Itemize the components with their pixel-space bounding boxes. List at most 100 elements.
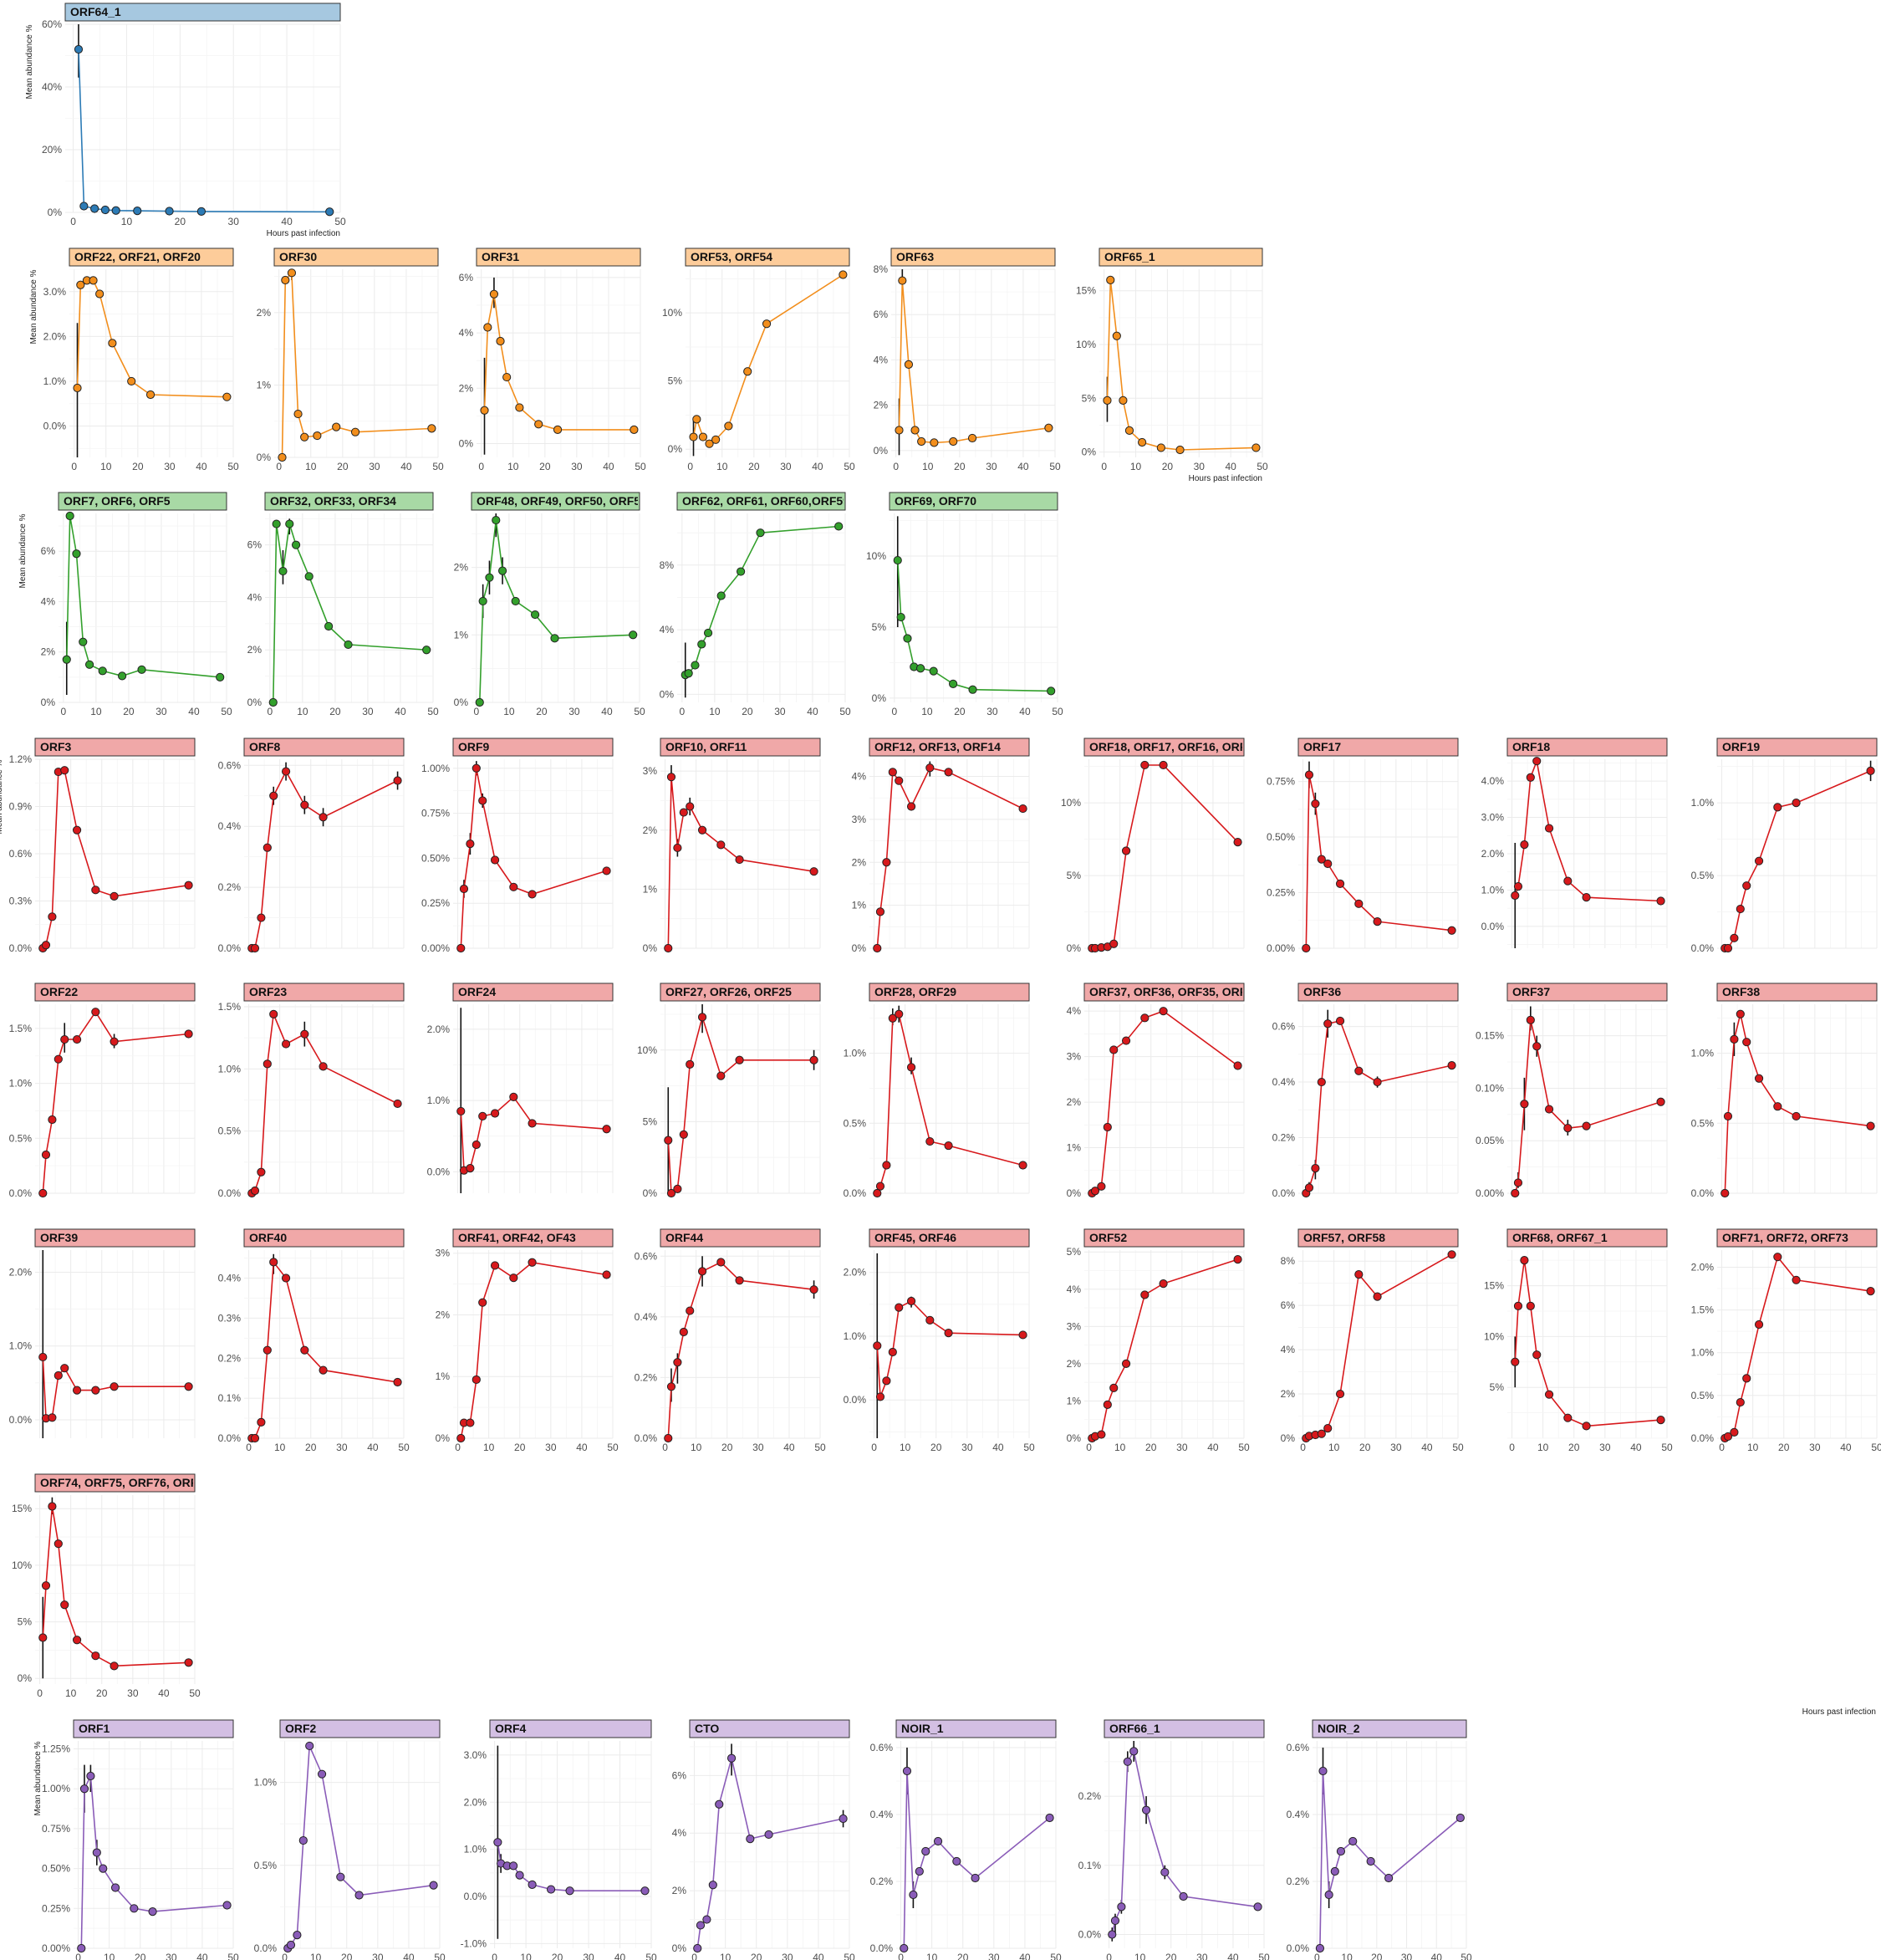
data-point — [110, 1661, 119, 1671]
data-point — [933, 1836, 943, 1846]
x-tick-label: 30 — [336, 1442, 348, 1453]
data-point — [550, 634, 559, 643]
strip-bg — [34, 738, 196, 757]
x-tick-label: 20 — [954, 461, 966, 472]
data-point — [1090, 1187, 1100, 1196]
x-tick-label: 0 — [492, 1952, 497, 1960]
y-tick-label: 0.0% — [427, 1166, 451, 1177]
x-tick-label: 50 — [221, 706, 232, 717]
data-point — [528, 1880, 537, 1890]
data-point — [1117, 1902, 1126, 1912]
data-point — [1513, 1178, 1523, 1187]
data-point — [664, 1433, 673, 1443]
y-tick-label: 0.10% — [1476, 1082, 1504, 1094]
data-point — [86, 1771, 95, 1781]
y-tick-label: 1.0% — [464, 1844, 487, 1855]
x-tick-label: 20 — [1371, 1952, 1383, 1960]
data-point — [54, 1370, 63, 1381]
data-point — [502, 372, 512, 382]
y-tick-label: 2% — [436, 1309, 451, 1320]
y-tick-label: 1.2% — [9, 753, 33, 765]
y-tick-label: 0.5% — [1691, 870, 1715, 881]
strip-bg — [660, 1228, 821, 1248]
x-tick-label: 20 — [721, 1442, 733, 1453]
y-tick-label: 1.0% — [218, 1063, 242, 1074]
data-point — [925, 1136, 935, 1146]
x-tick-label: 10 — [1747, 1442, 1759, 1453]
x-tick-label: 10 — [310, 1952, 322, 1960]
data-point — [1138, 437, 1147, 447]
y-tick-label: 0.6% — [635, 1250, 658, 1262]
strip-bg — [1297, 983, 1459, 1002]
x-tick-label: 30 — [988, 1952, 1000, 1960]
data-point — [456, 1106, 466, 1116]
x-tick-label: 30 — [155, 706, 167, 717]
data-point — [281, 1273, 291, 1283]
data-point — [900, 1943, 909, 1953]
data-point — [735, 1276, 744, 1285]
data-point — [697, 1267, 707, 1276]
data-point — [882, 1376, 891, 1386]
data-point — [1121, 1359, 1131, 1368]
data-point — [1384, 1873, 1394, 1883]
x-tick-label: 20 — [96, 1687, 108, 1699]
y-tick-label: 0.6% — [1272, 1021, 1296, 1033]
panel-10: ORF48, ORF49, ORF50, ORF51 0% 1% 2% 0 10 20 30 4… — [454, 492, 645, 717]
x-tick-label: 0 — [276, 461, 282, 472]
panel-title: ORF7, ORF6, ORF5 — [64, 494, 171, 508]
y-tick-label: 10% — [1076, 339, 1096, 350]
x-tick-label: 20 — [1778, 1442, 1790, 1453]
y-tick-label: 0% — [48, 207, 63, 218]
grid — [890, 513, 1058, 702]
strip-bg — [1716, 1228, 1878, 1248]
x-tick-label: 10 — [507, 461, 519, 472]
y-tick-label: 1.5% — [1691, 1304, 1715, 1316]
data-point — [1526, 773, 1535, 782]
data-point — [100, 205, 110, 215]
data-point — [716, 1071, 726, 1080]
data-point — [882, 1161, 891, 1170]
grid — [660, 1004, 821, 1194]
y-tick-label: 5% — [668, 375, 683, 387]
data-point — [490, 1261, 500, 1270]
grid — [1298, 1250, 1459, 1439]
data-point — [90, 204, 99, 213]
data-point — [429, 1881, 438, 1890]
grid — [690, 1741, 850, 1949]
data-point — [304, 572, 314, 581]
y-tick-label: 1% — [852, 900, 867, 911]
x-tick-label: 0 — [680, 706, 686, 717]
x-tick-label: 20 — [305, 1442, 317, 1453]
data-point — [319, 1365, 328, 1375]
y-tick-label: 3% — [852, 814, 867, 825]
y-tick-label: 0.50% — [1267, 831, 1295, 843]
data-point — [1323, 1423, 1333, 1433]
data-point — [1582, 893, 1591, 902]
data-point — [1513, 882, 1523, 891]
data-point — [949, 679, 958, 689]
panel-title: ORF18 — [1512, 740, 1550, 753]
y-tick-label: 0.05% — [1476, 1135, 1504, 1146]
data-point — [257, 1417, 266, 1427]
data-point — [98, 666, 107, 676]
data-point — [336, 1872, 345, 1881]
y-tick-label: 1.00% — [42, 1783, 70, 1794]
data-point — [263, 843, 272, 852]
x-tick-label: 20 — [957, 1952, 969, 1960]
data-point — [95, 289, 104, 299]
data-point — [76, 280, 85, 289]
data-point — [1366, 1856, 1375, 1866]
series-line — [876, 1013, 1023, 1194]
strip-bg — [1297, 1228, 1459, 1248]
x-tick-label: 10 — [1341, 1952, 1353, 1960]
data-point — [354, 1891, 364, 1900]
y-tick-label: 1.5% — [218, 1001, 242, 1013]
data-point — [689, 432, 698, 442]
series-line — [1305, 1253, 1452, 1439]
y-tick-label: 0.50% — [421, 852, 450, 864]
data-point — [743, 367, 752, 376]
y-tick-label: 0% — [247, 697, 263, 708]
y-tick-label: 2% — [459, 382, 474, 394]
data-point — [91, 1386, 100, 1395]
data-point — [1447, 926, 1456, 935]
